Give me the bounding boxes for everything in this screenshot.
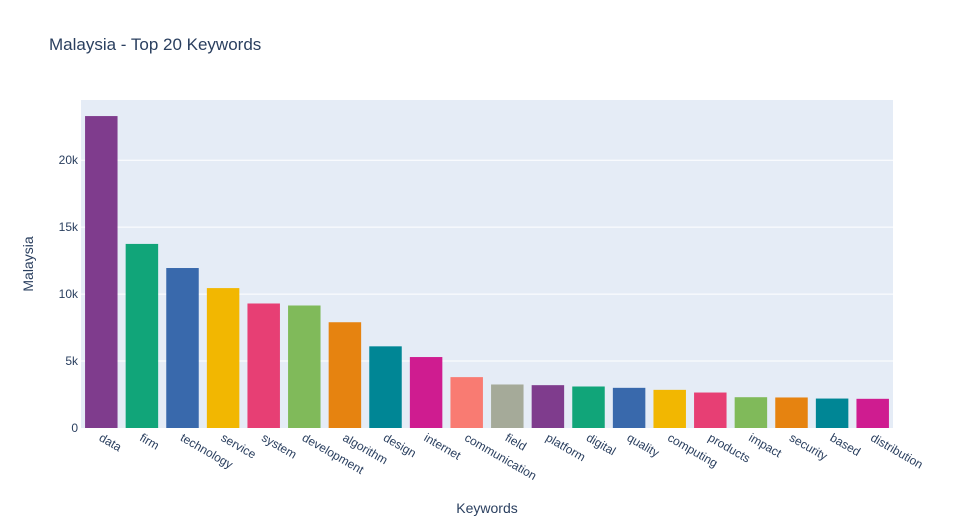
y-tick-label: 15k	[59, 220, 79, 234]
bar-communication[interactable]	[450, 377, 483, 428]
bar-computing[interactable]	[653, 389, 686, 428]
bar-internet[interactable]	[409, 357, 443, 428]
x-tick-label: internet	[422, 430, 464, 462]
x-tick-label: communication	[462, 430, 539, 482]
x-tick-label: system	[259, 430, 299, 461]
x-tick-label: impact	[746, 430, 784, 460]
x-tick-label: data	[97, 430, 125, 454]
bar-platform[interactable]	[531, 385, 565, 428]
bars	[85, 116, 889, 428]
bar-impact[interactable]	[734, 397, 768, 428]
bar-distribution[interactable]	[856, 398, 889, 428]
x-tick-label: field	[503, 430, 529, 453]
y-tick-label: 0	[71, 421, 78, 435]
x-tick-label: security	[787, 430, 830, 463]
bar-technology[interactable]	[166, 268, 199, 428]
bar-security[interactable]	[775, 397, 808, 428]
y-tick-label: 20k	[59, 153, 79, 167]
bar-digital[interactable]	[572, 386, 605, 428]
bar-service[interactable]	[206, 288, 240, 428]
bar-system[interactable]	[247, 303, 280, 428]
plot-area	[81, 100, 893, 428]
x-tick-label: firm	[137, 430, 161, 452]
bar-field[interactable]	[491, 384, 524, 428]
x-tick-label: based	[828, 430, 863, 458]
bar-algorithm[interactable]	[328, 322, 362, 428]
bar-based[interactable]	[815, 398, 849, 428]
y-axis-ticks: 0 5k 10k 15k 20k	[59, 153, 79, 435]
y-axis-title: Malaysia	[20, 236, 36, 291]
y-tick-label: 5k	[65, 354, 79, 368]
bar-products[interactable]	[694, 392, 727, 428]
bar-design[interactable]	[369, 346, 402, 428]
bar-quality[interactable]	[612, 387, 646, 428]
x-tick-label: distribution	[868, 430, 925, 471]
x-tick-label: platform	[543, 430, 588, 464]
chart-title: Malaysia - Top 20 Keywords	[49, 35, 261, 54]
x-tick-label: quality	[625, 430, 662, 459]
x-tick-label: digital	[584, 430, 618, 458]
bar-data[interactable]	[85, 116, 118, 428]
y-tick-label: 10k	[59, 287, 79, 301]
bar-firm[interactable]	[125, 243, 159, 428]
x-axis-title: Keywords	[456, 500, 517, 516]
bar-development[interactable]	[288, 305, 321, 428]
